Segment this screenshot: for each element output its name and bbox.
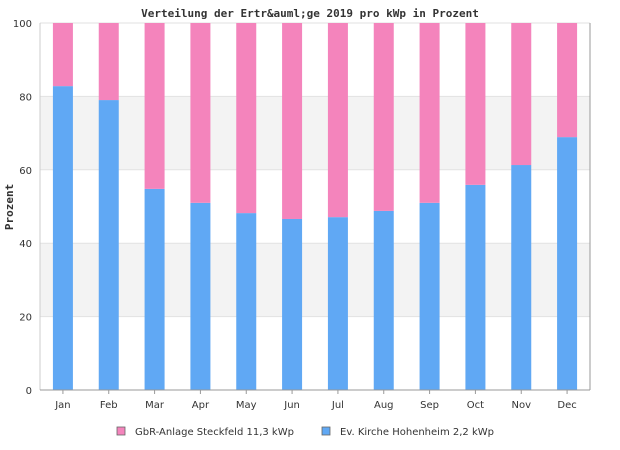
- x-tick-label: Oct: [467, 400, 484, 411]
- bar-steckfeld-mar: [144, 23, 165, 189]
- plot-area: [40, 23, 590, 390]
- y-tick-label: 0: [26, 386, 32, 397]
- y-tick-label: 60: [19, 166, 32, 177]
- x-tick-label: Mar: [145, 400, 165, 411]
- bar-steckfeld-jan: [52, 23, 73, 87]
- x-tick-label: Jan: [54, 400, 70, 411]
- bar-hohenheim-apr: [190, 202, 211, 390]
- bar-hohenheim-dec: [557, 137, 578, 390]
- y-tick-label: 80: [19, 92, 32, 103]
- x-tick-label: Aug: [374, 400, 394, 411]
- bar-steckfeld-sep: [419, 23, 440, 203]
- y-tick-label: 40: [19, 239, 32, 250]
- legend-label: GbR-Anlage Steckfeld 11,3 kWp: [135, 427, 294, 438]
- grid-band: [40, 243, 590, 317]
- bar-steckfeld-may: [236, 23, 257, 214]
- y-tick-label: 20: [19, 313, 32, 324]
- bar-steckfeld-dec: [557, 23, 578, 138]
- grid-band: [40, 96, 590, 170]
- bar-hohenheim-mar: [144, 188, 165, 390]
- chart-title: Verteilung der Ertr&auml;ge 2019 pro kWp…: [141, 7, 479, 20]
- legend-label: Ev. Kirche Hohenheim 2,2 kWp: [340, 427, 494, 438]
- bar-hohenheim-feb: [98, 100, 119, 390]
- bar-hohenheim-jul: [327, 217, 348, 390]
- bar-steckfeld-aug: [373, 23, 394, 211]
- x-tick-label: Sep: [420, 400, 439, 411]
- x-tick-label: Nov: [511, 400, 531, 411]
- bar-steckfeld-apr: [190, 23, 211, 203]
- bar-steckfeld-feb: [98, 23, 119, 101]
- bar-steckfeld-nov: [511, 23, 532, 166]
- bar-steckfeld-jul: [327, 23, 348, 218]
- bar-hohenheim-may: [236, 213, 257, 390]
- x-tick-label: May: [236, 400, 257, 411]
- legend-swatch: [116, 426, 126, 436]
- bar-steckfeld-jun: [282, 23, 303, 219]
- y-axis-label: Prozent: [3, 184, 16, 230]
- x-tick-label: Jul: [331, 400, 344, 411]
- y-tick-label: 100: [13, 19, 32, 30]
- bar-steckfeld-oct: [465, 23, 486, 185]
- bar-hohenheim-aug: [373, 210, 394, 390]
- bar-hohenheim-nov: [511, 165, 532, 390]
- x-tick-label: Apr: [192, 400, 210, 411]
- x-tick-label: Feb: [100, 400, 118, 411]
- bar-hohenheim-jun: [282, 218, 303, 390]
- legend-swatch: [321, 426, 331, 436]
- x-tick-label: Dec: [557, 400, 576, 411]
- bar-hohenheim-oct: [465, 184, 486, 390]
- bar-hohenheim-jan: [52, 86, 73, 391]
- bar-hohenheim-sep: [419, 202, 440, 390]
- x-tick-label: Jun: [283, 400, 300, 411]
